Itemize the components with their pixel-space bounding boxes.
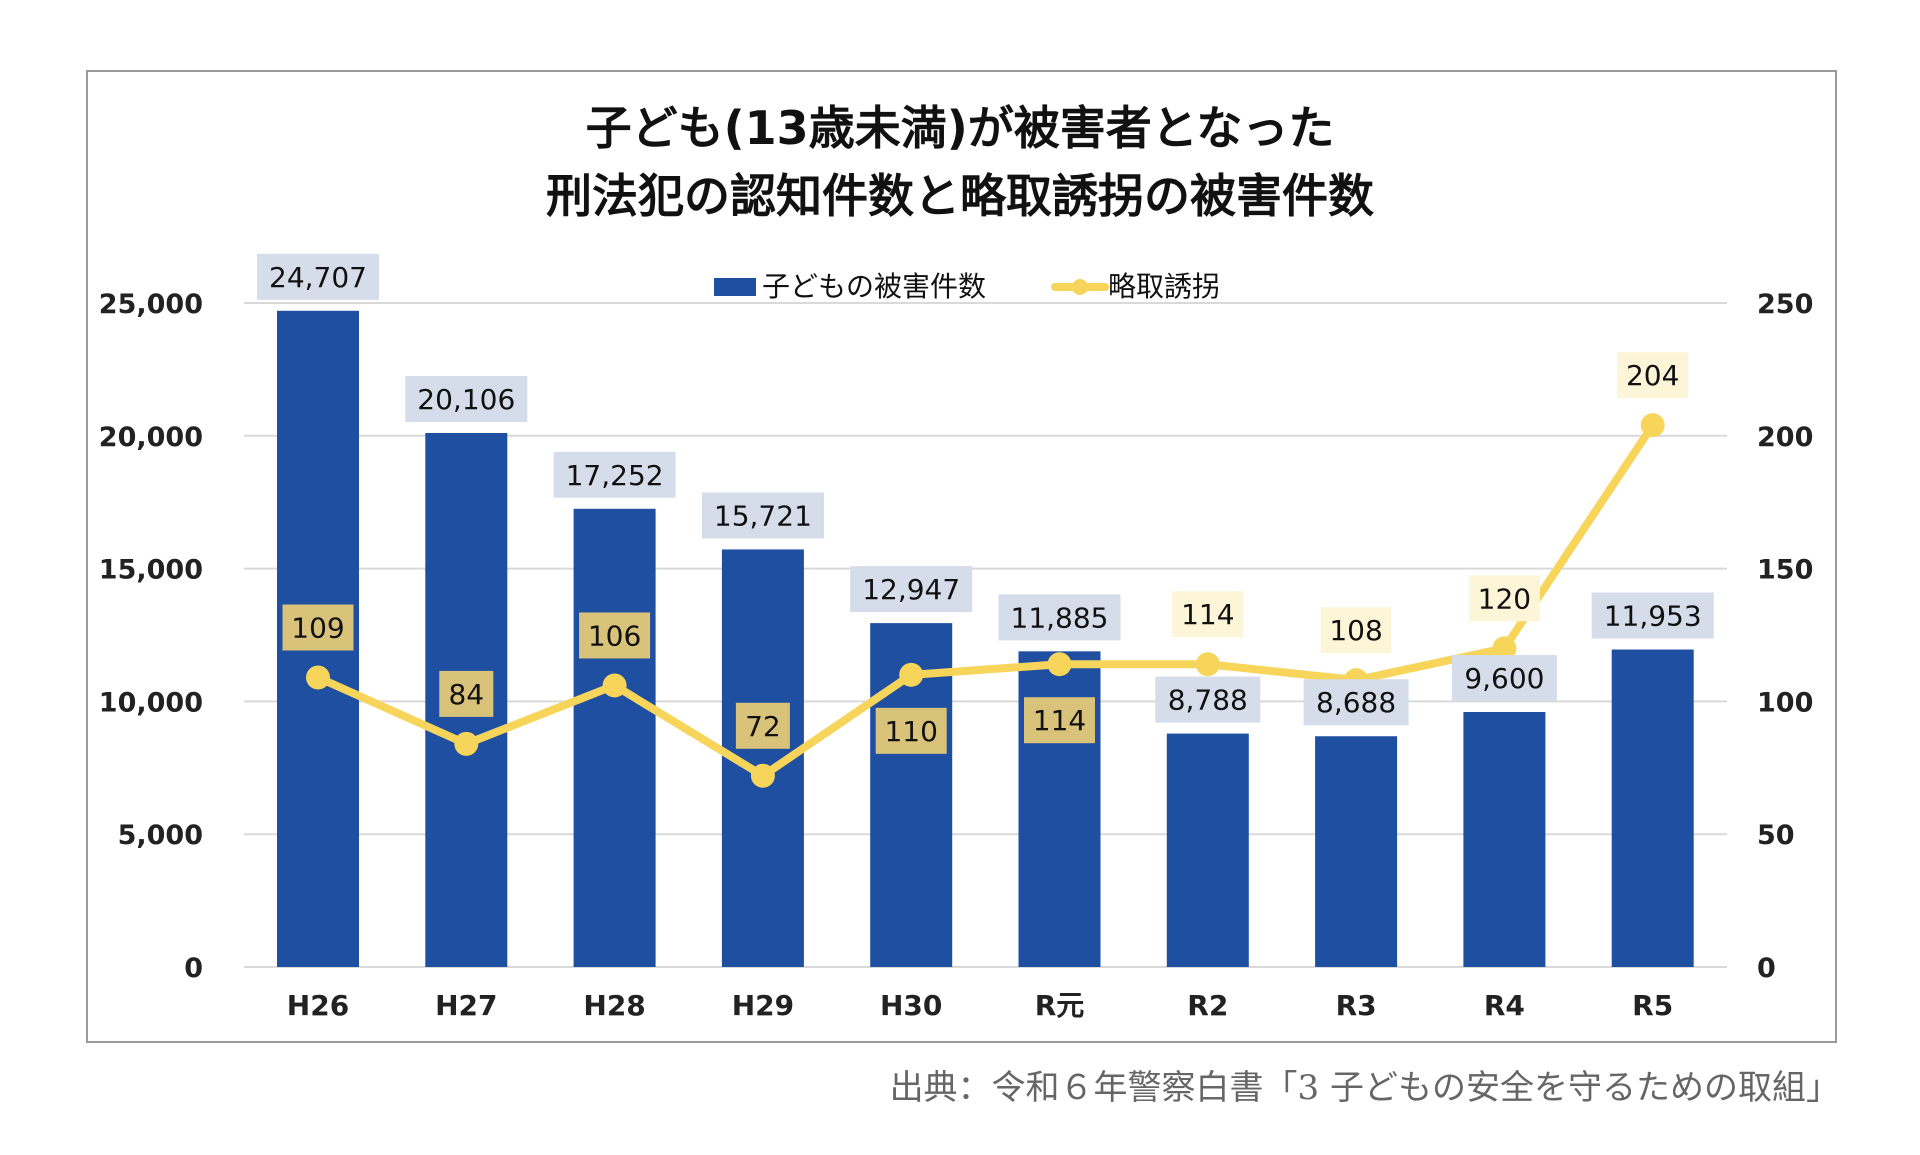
x-tick-label: R3 bbox=[1336, 989, 1377, 1022]
line-marker bbox=[1640, 413, 1665, 438]
line-data-label-bg bbox=[1172, 591, 1244, 638]
line-marker bbox=[306, 665, 330, 690]
bar-data-label-bg bbox=[850, 566, 973, 613]
line-data-label-bg bbox=[1468, 575, 1540, 622]
x-tick-label: H27 bbox=[435, 989, 497, 1022]
bar bbox=[573, 508, 656, 967]
bar-data-label-bg bbox=[1155, 676, 1261, 723]
line-marker bbox=[750, 763, 775, 788]
bar-data-label-bg bbox=[1591, 592, 1714, 639]
left-tick-label: 20,000 bbox=[99, 422, 203, 453]
bar-data-label-bg bbox=[1451, 655, 1557, 702]
bar-data-label: 11,953 bbox=[1604, 600, 1702, 633]
line-data-label: 84 bbox=[448, 678, 484, 711]
bar-data-label: 24,707 bbox=[269, 261, 367, 294]
bar-data-label: 8,688 bbox=[1316, 686, 1396, 719]
line-marker bbox=[1047, 652, 1072, 677]
bar-data-label-bg bbox=[553, 451, 676, 498]
source-note: 出典：令和６年警察白書「3 子どもの安全を守るための取組」 bbox=[889, 1068, 1840, 1108]
bar-data-label: 12,947 bbox=[862, 573, 960, 606]
bar-data-label: 9,600 bbox=[1464, 662, 1544, 695]
line-data-label: 106 bbox=[588, 619, 641, 652]
line-marker bbox=[1195, 652, 1220, 677]
x-tick-label: R元 bbox=[1035, 989, 1085, 1022]
line-data-label: 72 bbox=[745, 710, 781, 743]
bar-data-label-bg bbox=[701, 492, 824, 539]
right-tick-label: 100 bbox=[1757, 687, 1813, 718]
left-tick-label: 5,000 bbox=[118, 820, 203, 851]
bar-data-label-bg bbox=[257, 253, 379, 300]
legend: 子どもの被害件数 略取誘拐 bbox=[714, 270, 1220, 303]
line-data-label-bg bbox=[579, 612, 651, 659]
line-data-label: 109 bbox=[291, 611, 344, 644]
right-tick-label: 50 bbox=[1757, 820, 1795, 851]
line-data-label: 108 bbox=[1329, 614, 1382, 647]
right-tick-label: 250 bbox=[1757, 289, 1813, 320]
x-tick-label: H30 bbox=[880, 989, 942, 1022]
x-tick-label: R2 bbox=[1187, 989, 1228, 1022]
left-tick-label: 15,000 bbox=[99, 555, 203, 586]
bar-data-label: 15,721 bbox=[714, 499, 812, 532]
line-data-label: 110 bbox=[884, 715, 937, 748]
bar bbox=[1463, 712, 1546, 967]
line-marker bbox=[454, 731, 479, 756]
bar bbox=[1166, 733, 1249, 967]
legend-bar-swatch bbox=[714, 278, 756, 296]
legend-line-label: 略取誘拐 bbox=[1108, 270, 1220, 303]
line-data-label-bg bbox=[282, 604, 354, 651]
line-data-label-bg bbox=[439, 670, 494, 717]
line-data-label: 204 bbox=[1626, 359, 1679, 392]
bar bbox=[1315, 736, 1398, 967]
line-data-label: 114 bbox=[1181, 598, 1234, 631]
bar-data-label: 20,106 bbox=[417, 383, 515, 416]
bar-data-label: 11,885 bbox=[1011, 601, 1109, 634]
x-tick-label: H29 bbox=[732, 989, 794, 1022]
right-tick-label: 200 bbox=[1757, 422, 1813, 453]
chart-frame bbox=[86, 70, 1837, 1043]
line-marker bbox=[602, 673, 627, 698]
bar-data-label: 8,788 bbox=[1168, 684, 1248, 717]
legend-line-marker bbox=[1072, 279, 1088, 295]
line-marker bbox=[1492, 636, 1517, 661]
legend-bar-label: 子どもの被害件数 bbox=[762, 270, 986, 303]
line-data-label-bg bbox=[1320, 607, 1392, 654]
x-tick-label: H28 bbox=[583, 989, 645, 1022]
x-tick-label: R5 bbox=[1632, 989, 1673, 1022]
bar-data-label: 17,252 bbox=[566, 459, 664, 492]
chart-title-line1: 子ども(13歳未満)が被害者となった bbox=[585, 101, 1335, 155]
bar-data-label-bg bbox=[1303, 679, 1409, 726]
left-tick-label: 10,000 bbox=[99, 687, 203, 718]
bar-data-label-bg bbox=[998, 594, 1121, 641]
bar bbox=[1611, 649, 1694, 967]
line-data-label-bg bbox=[735, 702, 790, 749]
right-tick-label: 0 bbox=[1757, 953, 1776, 984]
chart-title-line2: 刑法犯の認知件数と略取誘拐の被害件数 bbox=[546, 169, 1374, 223]
line-data-label: 114 bbox=[1033, 704, 1086, 737]
line-data-label-bg bbox=[1617, 352, 1689, 399]
line-marker bbox=[899, 662, 924, 687]
x-tick-label: R4 bbox=[1484, 989, 1525, 1022]
line-data-label-bg bbox=[1024, 697, 1095, 744]
left-tick-label: 25,000 bbox=[99, 289, 203, 320]
line-data-label-bg bbox=[875, 707, 947, 754]
right-tick-label: 150 bbox=[1757, 555, 1813, 586]
bar-data-label-bg bbox=[405, 375, 528, 422]
left-tick-label: 0 bbox=[184, 953, 203, 984]
x-tick-label: H26 bbox=[287, 989, 349, 1022]
line-data-label: 120 bbox=[1478, 582, 1531, 615]
line-series bbox=[316, 422, 1657, 780]
